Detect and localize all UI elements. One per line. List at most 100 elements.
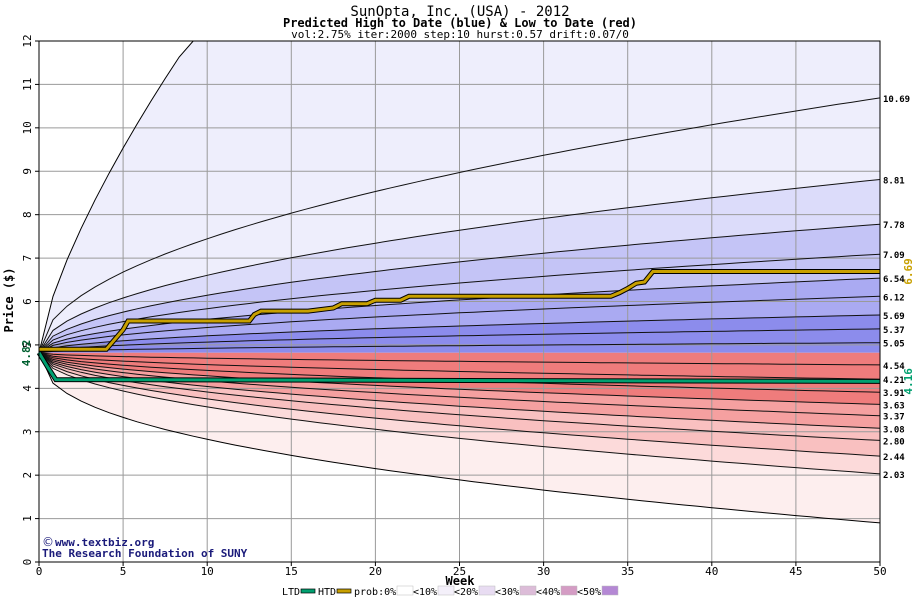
y-tick-label-8: 8	[21, 211, 34, 218]
y-tick-label-5: 5	[21, 342, 34, 349]
y-tick-label-10: 10	[21, 121, 34, 134]
y-tick-label-3: 3	[21, 428, 34, 435]
x-axis-label: Week	[446, 574, 476, 588]
low-percentile-line-8	[38, 352, 881, 475]
x-tick-label-5: 25	[453, 565, 466, 578]
band-high-1	[39, 179, 880, 353]
y-axis-label: Price ($)	[2, 267, 16, 332]
legend-ltd-swatch	[300, 588, 316, 594]
copyright-icon: ©	[42, 535, 54, 549]
high-percentile-line-6	[38, 314, 881, 354]
band-low-6	[39, 352, 880, 457]
right-value-label-5: 6.12	[883, 293, 905, 303]
right-value-label-0: 10.69	[883, 95, 910, 105]
chart-subtitle: Predicted High to Date (blue) & Low to D…	[283, 16, 637, 30]
legend-band-label-1: <10%	[413, 587, 437, 598]
right-value-label-12: 3.63	[883, 401, 905, 411]
high-percentile-line-5	[38, 295, 881, 354]
right-value-label-1: 8.81	[883, 176, 905, 186]
credit-url: www.textbiz.org	[55, 536, 154, 549]
y-tick-label-7: 7	[21, 255, 34, 262]
y-tick-label-4: 4	[21, 385, 34, 392]
htd-line	[39, 270, 880, 351]
right-value-label-6: 5.69	[883, 312, 905, 322]
right-value-label-3: 7.09	[883, 251, 905, 261]
y-tick-label-12: 12	[21, 34, 34, 47]
legend-swatch-1	[437, 585, 455, 596]
band-low-2	[39, 352, 880, 405]
y-tick-label-2: 2	[21, 472, 34, 479]
chart-params: vol:2.75% iter:2000 step:10 hurst:0.57 d…	[291, 28, 629, 41]
x-tick-label-2: 10	[201, 565, 214, 578]
band-low-4	[39, 352, 880, 429]
band-low-7	[39, 352, 880, 474]
right-value-label-8: 5.05	[883, 340, 905, 350]
legend-swatch-5	[601, 585, 619, 596]
legend-swatch-3	[519, 585, 537, 596]
high-percentile-line-0	[38, 97, 881, 353]
htd-end-label: 6.69	[902, 258, 915, 285]
y-tick-label-1: 1	[21, 515, 34, 522]
x-tick-label-4: 20	[369, 565, 382, 578]
y-tick-label-0: 0	[21, 559, 34, 566]
right-value-label-7: 5.37	[883, 326, 905, 336]
start-price-label: 4.82	[20, 340, 33, 367]
high-percentile-line-3	[38, 253, 881, 354]
right-value-labels: 10.69 8.81 7.78 7.09 6.54 6.12 5.69 5.37 5.05 4.5…	[883, 95, 910, 481]
legend: LTD HTD prob:0% <10% <20% <30% <40% <50%	[282, 585, 619, 598]
right-value-label-16: 2.44	[883, 453, 905, 463]
credit-block: © www.textbiz.org The Research Foundatio…	[42, 535, 248, 560]
band-low-8	[39, 352, 880, 523]
x-tick-label-10: 50	[873, 565, 886, 578]
right-value-label-17: 2.03	[883, 471, 905, 481]
high-percentile-line-2	[38, 223, 881, 354]
low-percentile-line-3	[38, 352, 881, 405]
low-percentile-line-1	[38, 352, 881, 380]
legend-ltd-label: LTD	[282, 587, 300, 598]
legend-band-label-2: <20%	[454, 587, 478, 598]
x-tick-label-9: 45	[789, 565, 802, 578]
x-tick-label-6: 30	[537, 565, 550, 578]
low-percentile-line-6	[38, 352, 881, 441]
right-value-label-9: 4.54	[883, 362, 905, 372]
x-tick-label-1: 5	[120, 565, 127, 578]
right-value-label-10: 4.21	[883, 376, 905, 386]
outer-low-line	[38, 352, 881, 524]
x-tick-label-0: 0	[36, 565, 43, 578]
ltd-end-label: 4.16	[902, 368, 915, 395]
right-value-label-14: 3.08	[883, 425, 905, 435]
y-tick-label-11: 11	[21, 78, 34, 91]
right-value-label-13: 3.37	[883, 413, 905, 423]
band-high-2	[39, 224, 880, 353]
band-high-3	[39, 254, 880, 353]
high-percentile-line-7	[38, 328, 881, 354]
y-tick-label-9: 9	[21, 168, 34, 175]
low-percentile-line-0	[38, 352, 881, 366]
legend-swatch-4	[560, 585, 578, 596]
legend-swatch-2	[478, 585, 496, 596]
high-percentile-line-8	[38, 342, 881, 354]
series-layer	[36, 269, 881, 384]
legend-htd-swatch	[336, 588, 352, 594]
band-high-4	[39, 278, 880, 353]
high-percentile-line-1	[38, 179, 881, 353]
x-tick-label-3: 15	[285, 565, 298, 578]
low-percentile-line-7	[38, 352, 881, 457]
right-value-label-11: 3.91	[883, 389, 905, 399]
band-high-outer	[39, 41, 880, 353]
x-tick-label-7: 35	[621, 565, 634, 578]
chart-title: SunOpta, Inc. (USA) - 2012	[350, 4, 569, 20]
legend-prob-label: prob:0%	[354, 587, 396, 598]
y-tick-label-6: 6	[21, 298, 34, 305]
grid-layer	[39, 41, 880, 562]
low-percentile-line-5	[38, 352, 881, 429]
right-value-label-4: 6.54	[883, 275, 905, 285]
legend-band-label-4: <40%	[536, 587, 560, 598]
band-low-3	[39, 352, 880, 416]
legend-htd-label: HTD	[318, 587, 336, 598]
legend-swatch-0	[396, 585, 414, 596]
legend-band-label-3: <30%	[495, 587, 519, 598]
x-tick-label-8: 40	[705, 565, 718, 578]
